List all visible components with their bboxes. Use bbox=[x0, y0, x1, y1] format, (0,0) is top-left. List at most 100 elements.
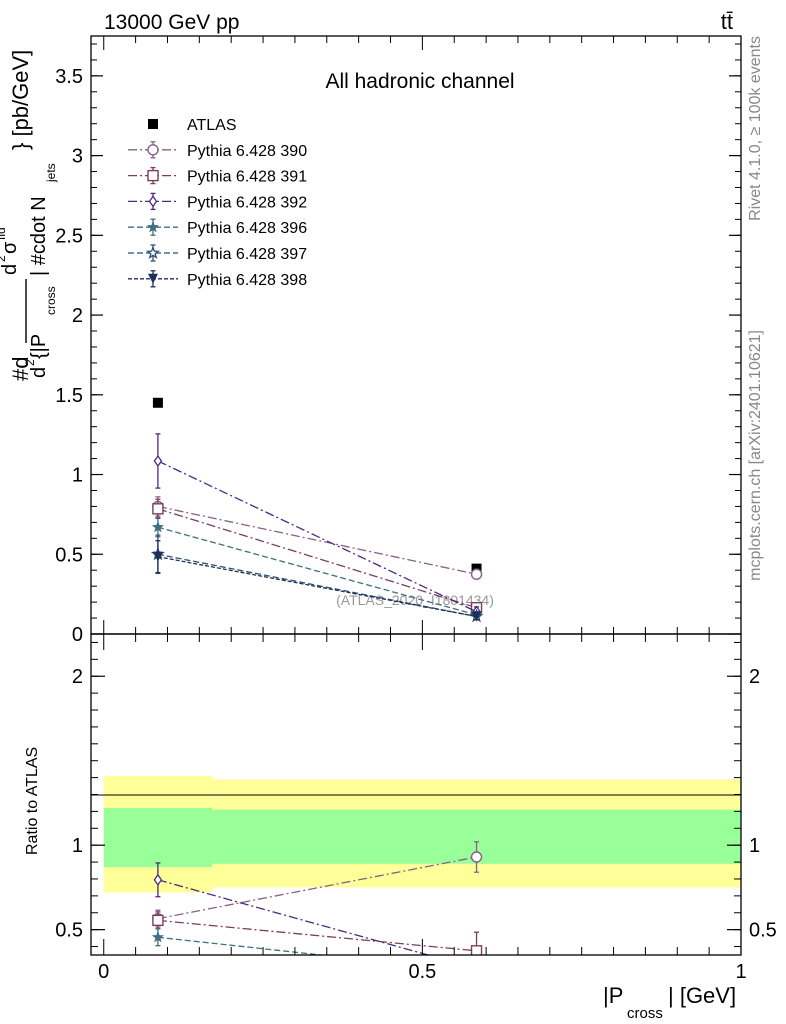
ratio-line-s390 bbox=[157, 856, 477, 920]
ratio-series-s391 bbox=[152, 911, 483, 955]
main-ytick-label: 0 bbox=[72, 624, 83, 646]
main-ytick-label: 0.5 bbox=[55, 544, 83, 566]
series-s392 bbox=[153, 433, 481, 618]
series-s398 bbox=[152, 540, 482, 622]
ratio-bands bbox=[103, 775, 741, 893]
ylabel-sigma: σ bbox=[0, 241, 21, 254]
ylabel-den-cdot: | #cdot N bbox=[28, 196, 50, 276]
main-ytick-label: 1 bbox=[72, 465, 83, 487]
legend-item-s392: Pythia 6.428 392 bbox=[128, 192, 307, 211]
ylabel-units: } [pb/GeV] bbox=[8, 50, 33, 150]
legend-marker-s397 bbox=[145, 245, 161, 259]
ratio-ytick-label-left: 2 bbox=[72, 666, 83, 688]
legend-label-s392: Pythia 6.428 392 bbox=[187, 194, 307, 211]
ylabel-den-jets-sub: jets bbox=[44, 163, 58, 183]
series-s390 bbox=[152, 496, 483, 580]
ratio-panel: 0.5 0.51 12 20 0.5 1 Ratio to ATLAS bbox=[24, 633, 777, 983]
ylabel-den-cross-sub: cross bbox=[44, 286, 58, 315]
ratio-series-s396 bbox=[151, 928, 481, 976]
data-point-s390 bbox=[470, 568, 483, 580]
series-line-s396 bbox=[157, 526, 477, 616]
legend-item-s391: Pythia 6.428 391 bbox=[128, 166, 307, 186]
series-line-s392 bbox=[157, 460, 477, 613]
main-ytick-label: 2.5 bbox=[55, 225, 83, 247]
legend-item-s396: Pythia 6.428 396 bbox=[128, 218, 307, 237]
ratio-point-s396 bbox=[151, 930, 164, 943]
ratio-ytick-label-left: 1 bbox=[72, 835, 83, 857]
data-point-s398 bbox=[471, 611, 482, 622]
series-line-s391 bbox=[157, 508, 477, 609]
ratio-point-s390 bbox=[470, 851, 483, 863]
ratio-series-s392 bbox=[153, 862, 480, 974]
ratio-xtick-label: 0.5 bbox=[408, 961, 436, 983]
legend-item-s398: Pythia 6.428 398 bbox=[128, 270, 307, 289]
main-axis-ticks: 0 0.5 1 1.5 2 2.5 3 3.5 bbox=[55, 36, 742, 646]
ylabel-num-d: d bbox=[0, 264, 21, 275]
series-line-s398 bbox=[157, 556, 477, 618]
legend-label-s391: Pythia 6.428 391 bbox=[187, 169, 307, 186]
data-point-atlas bbox=[152, 397, 163, 408]
legend-marker-s398 bbox=[148, 273, 158, 284]
ratio-point-s391 bbox=[470, 945, 483, 955]
legend-label-s397: Pythia 6.428 397 bbox=[187, 246, 307, 263]
ratio-line-s392 bbox=[157, 879, 431, 955]
legend-marker-s396 bbox=[146, 220, 160, 233]
ratio-xtick-label: 1 bbox=[735, 961, 746, 983]
legend-marker-atlas bbox=[148, 119, 158, 129]
legend-label-s390: Pythia 6.428 390 bbox=[187, 143, 307, 160]
rivet-label: Rivet 4.1.0, ≥ 100k events bbox=[747, 36, 764, 221]
analysis-watermark: (ATLAS_2020_I1801434) bbox=[336, 592, 494, 608]
ratio-point-s391 bbox=[152, 914, 164, 927]
ylabel-fid: fid bbox=[0, 227, 8, 240]
legend-label-atlas: ATLAS bbox=[187, 117, 237, 134]
main-ytick-label: 3.5 bbox=[55, 66, 83, 88]
x-axis-label: |P cross | [GeV] bbox=[603, 983, 736, 1022]
data-point-s398 bbox=[152, 551, 163, 562]
legend-label-s396: Pythia 6.428 396 bbox=[187, 220, 307, 237]
ratio-ytick-label-left: 0.5 bbox=[55, 920, 83, 942]
ylabel-den-pcross: {|P bbox=[28, 334, 50, 359]
legend-label-s398: Pythia 6.428 398 bbox=[187, 272, 307, 289]
ratio-point-s396 bbox=[471, 966, 481, 976]
main-series-layer bbox=[150, 397, 484, 623]
ratio-ylabel: Ratio to ATLAS bbox=[24, 747, 41, 855]
legend-item-s390: Pythia 6.428 390 bbox=[128, 141, 307, 160]
energy-label: 13000 GeV pp bbox=[104, 11, 239, 34]
ylabel-num-sup2: 2 bbox=[0, 255, 8, 262]
legend-item-atlas: ATLAS bbox=[148, 117, 237, 134]
ratio-ytick-label-right: 1 bbox=[749, 835, 760, 857]
main-ytick-label: 2 bbox=[72, 305, 83, 327]
ratio-point-s392 bbox=[473, 964, 480, 974]
process-label: tt̄ bbox=[721, 9, 733, 34]
legend-item-s397: Pythia 6.428 397 bbox=[128, 244, 307, 263]
ratio-point-s392 bbox=[153, 873, 163, 886]
series-line-s390 bbox=[157, 505, 477, 575]
xlabel-cross-sub: cross bbox=[627, 1005, 663, 1022]
main-y-axis-label: #d d 2 σ fid d 2 {|P cross | #cdot N jet… bbox=[0, 50, 58, 381]
legend: ATLAS Pythia 6.428 390 Pythia 6.428 391 Pyt… bbox=[128, 117, 307, 289]
data-point-s396 bbox=[151, 520, 164, 533]
xlabel-units: | [GeV] bbox=[668, 983, 736, 1008]
ratio-band-inner bbox=[103, 808, 213, 868]
ratio-series-layer bbox=[151, 841, 483, 976]
ylabel-den-sup2: 2 bbox=[23, 359, 37, 366]
main-ytick-label: 3 bbox=[72, 146, 83, 168]
main-ytick-label: 1.5 bbox=[55, 385, 83, 407]
ratio-ytick-label-right: 2 bbox=[749, 666, 760, 688]
xlabel-p: |P bbox=[603, 983, 623, 1008]
ratio-axis-ticks: 0.5 0.51 12 20 0.5 1 bbox=[55, 634, 777, 983]
mcplots-label: mcplots.cern.ch [arXiv:2401.10621] bbox=[747, 330, 764, 581]
chart-title: All hadronic channel bbox=[325, 70, 514, 93]
legend-marker-s390 bbox=[147, 144, 159, 156]
series-atlas bbox=[152, 397, 482, 574]
main-panel: All hadronic channel (ATLAS_2020_I180143… bbox=[55, 35, 742, 646]
ylabel-d: #d bbox=[8, 357, 33, 381]
ylabel-den-d: d bbox=[28, 367, 50, 378]
ratio-line-s391 bbox=[157, 919, 477, 952]
ratio-xtick-label: 0 bbox=[98, 961, 109, 983]
data-point-s392 bbox=[153, 454, 163, 468]
legend-marker-s392 bbox=[148, 195, 158, 208]
ratio-ytick-label-right: 0.5 bbox=[749, 920, 777, 942]
data-point-s391 bbox=[152, 503, 164, 515]
